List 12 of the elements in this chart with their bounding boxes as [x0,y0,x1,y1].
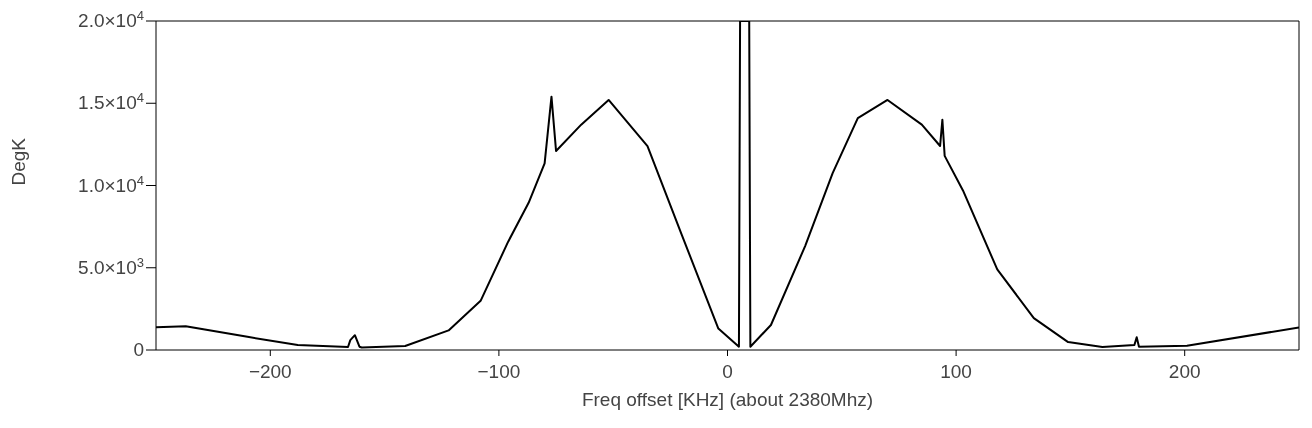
y-axis-title: DegK [7,137,29,186]
x-tick-label: 100 [940,361,972,382]
y-tick-label: 2.0×10$^{4}$ [78,7,144,31]
y-tick-label: 0 [133,339,144,360]
x-tick-label: 0 [722,361,733,382]
y-tick-label: 1.5×10$^{4}$ [78,89,144,114]
x-tick-label: 200 [1168,361,1201,382]
x-tick-label: −200 [248,361,292,382]
y-tick-label: 5.0×10$^{3}$ [78,254,144,278]
y-tick-label: 1.0×10$^{4}$ [78,172,144,196]
x-tick-label: −100 [477,361,521,382]
x-axis-title: Freq offset [KHz] (about 2380Mhz) [581,389,874,410]
